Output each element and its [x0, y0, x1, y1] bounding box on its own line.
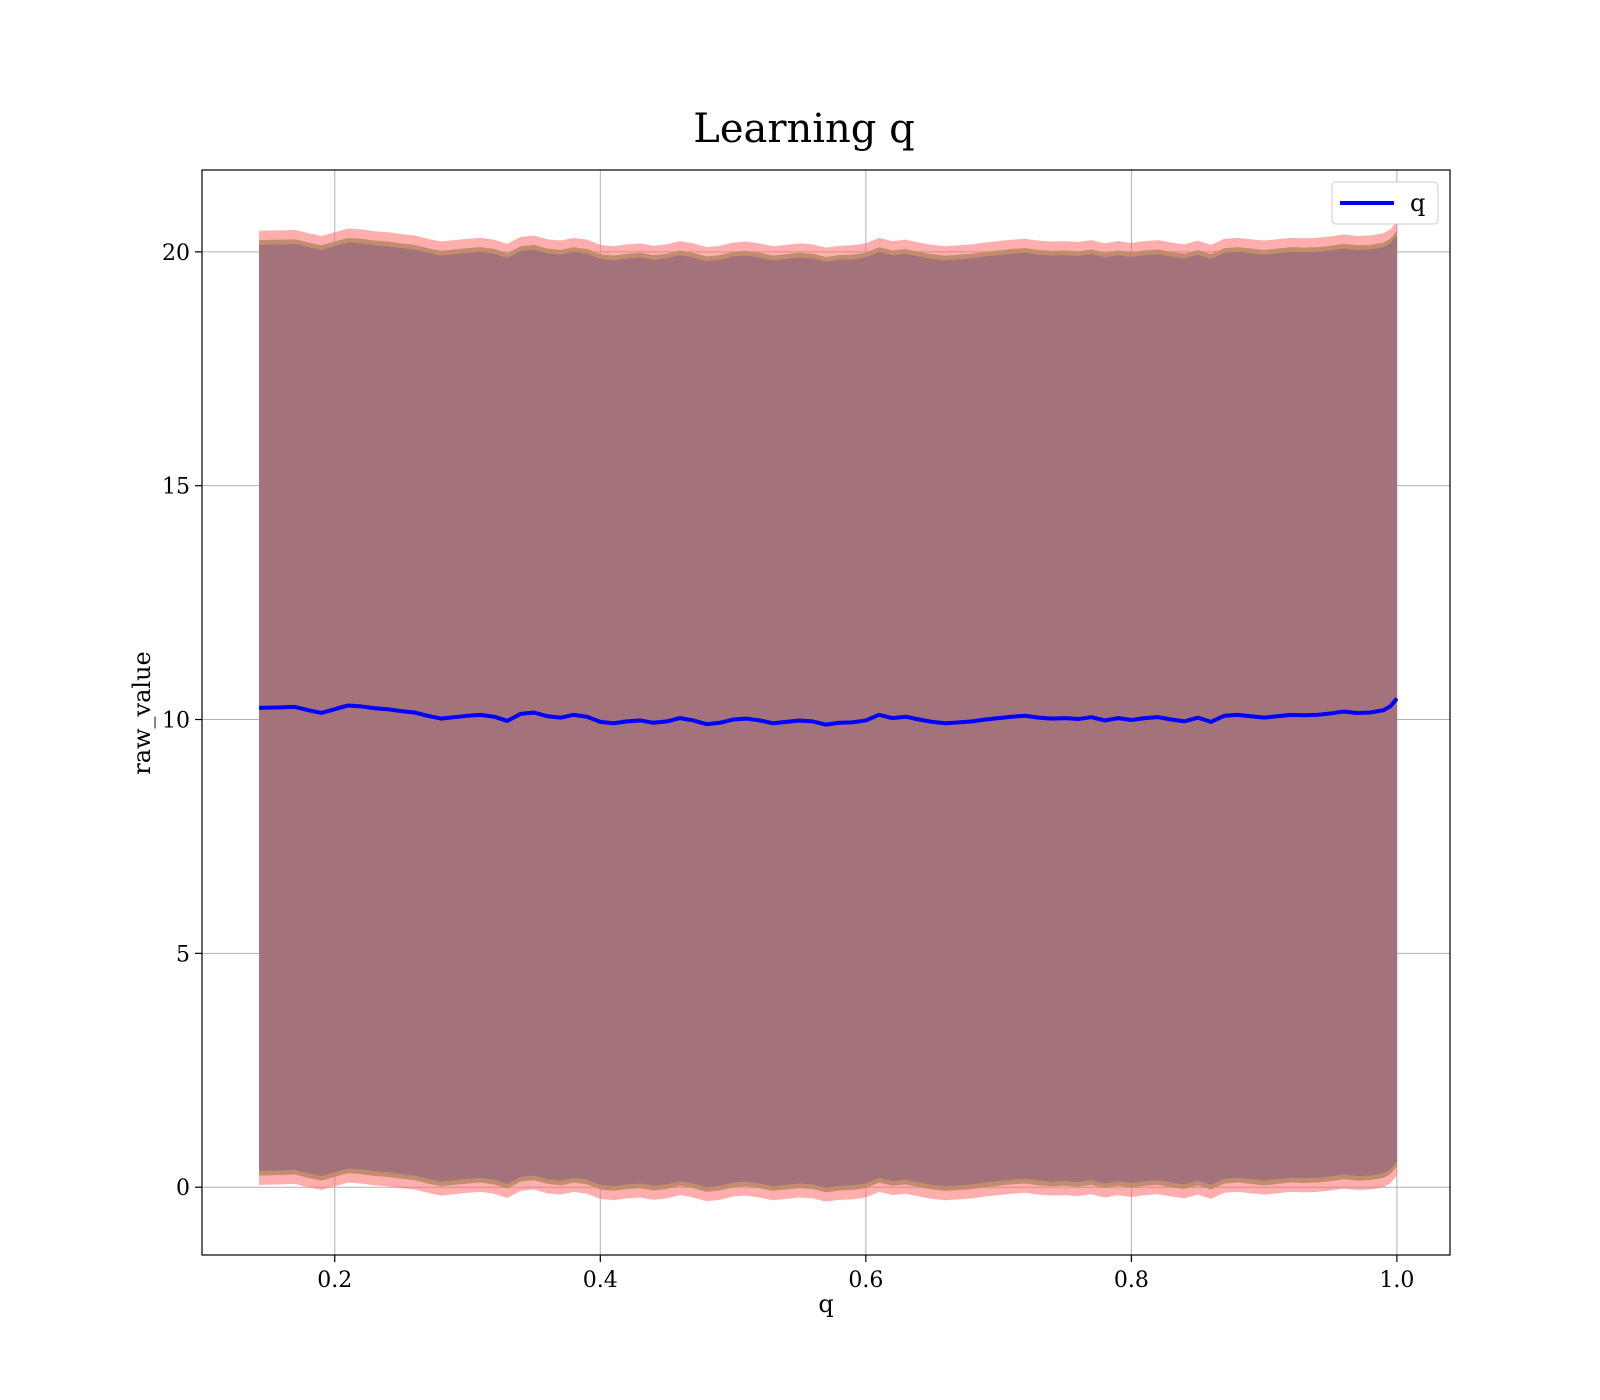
- x-tick-label: 0.8: [1114, 1268, 1149, 1293]
- x-tick-label: 0.4: [583, 1268, 618, 1293]
- legend: q: [1331, 181, 1439, 225]
- legend-label: q: [1410, 189, 1425, 217]
- y-tick-label: 0: [176, 1176, 190, 1201]
- plot-frame: [201, 169, 1451, 1256]
- chart-title: Learning q: [693, 106, 914, 152]
- x-tick-label: 0.6: [848, 1268, 883, 1293]
- y-axis-label: raw_value: [128, 651, 156, 775]
- confidence-bands: [259, 221, 1397, 1202]
- x-axis-ticks: 0.2 0.4 0.6 0.8 1.0: [317, 1255, 1414, 1293]
- y-tick-label: 20: [162, 241, 190, 266]
- series-line-q: [259, 697, 1399, 727]
- x-axis-label: q: [818, 1290, 833, 1318]
- x-tick-label: 1.0: [1379, 1268, 1414, 1293]
- inner-band: [259, 235, 1397, 1188]
- y-tick-label: 15: [162, 475, 190, 500]
- y-axis-ticks: 0 5 10 15 20: [162, 241, 202, 1201]
- series-lines: [259, 697, 1399, 727]
- x-tick-label: 0.2: [317, 1268, 352, 1293]
- y-tick-label: 5: [176, 942, 190, 967]
- y-tick-label: 10: [162, 709, 190, 734]
